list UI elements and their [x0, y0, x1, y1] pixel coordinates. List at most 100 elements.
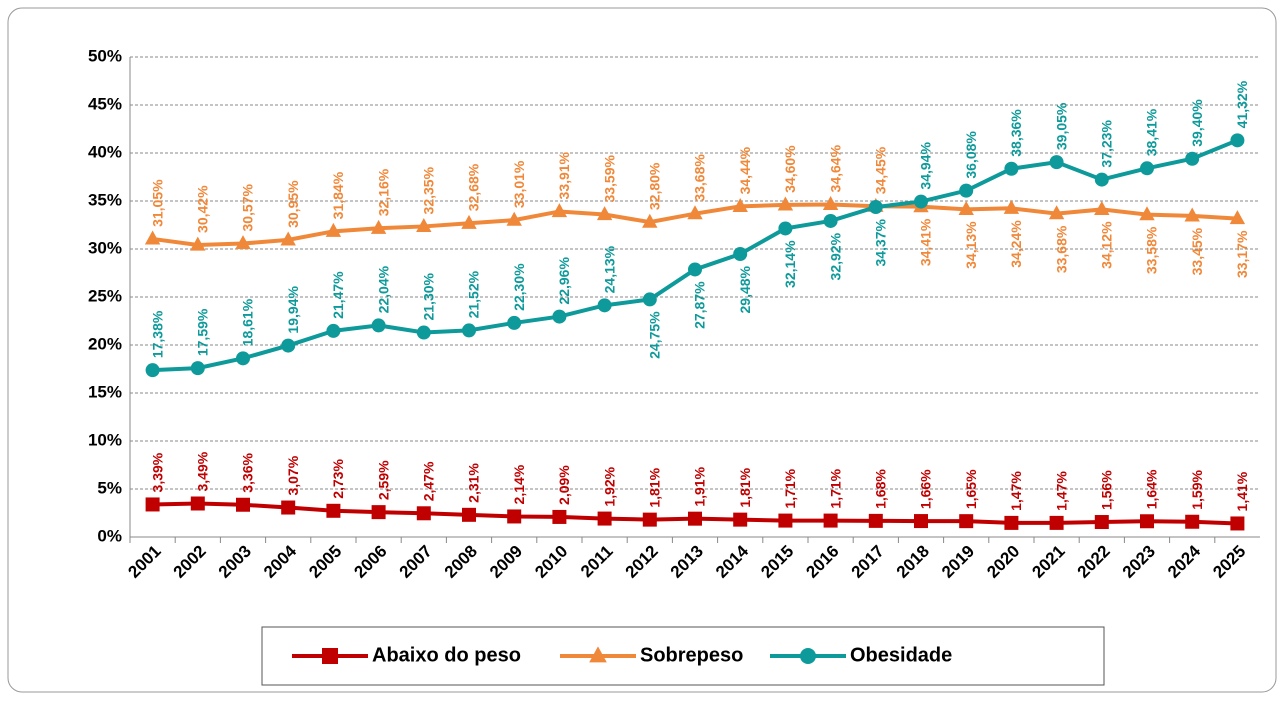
value-label: 2,73%: [330, 459, 346, 499]
value-label: 21,30%: [421, 272, 437, 320]
value-label: 32,68%: [466, 163, 482, 211]
legend-box: [261, 626, 1105, 686]
value-label: 29,48%: [737, 265, 753, 313]
point: [326, 503, 341, 518]
point: [462, 507, 476, 522]
point: [1229, 210, 1246, 225]
point: [687, 205, 703, 220]
point: [1004, 161, 1019, 176]
point: [190, 361, 205, 376]
point: [1184, 207, 1200, 222]
point: [461, 214, 477, 229]
point: [280, 231, 296, 246]
y-tick-label: 45%: [88, 94, 122, 113]
point: [1185, 514, 1200, 529]
value-label: 39,40%: [1189, 99, 1205, 147]
value-label: 32,80%: [647, 162, 663, 210]
value-label: 21,52%: [466, 270, 482, 318]
value-label: 32,35%: [421, 166, 437, 214]
point: [462, 323, 476, 338]
value-label: 33,91%: [556, 151, 572, 199]
point: [1049, 515, 1064, 530]
value-label: 38,41%: [1144, 108, 1160, 156]
value-label: 1,59%: [1189, 469, 1205, 509]
point: [959, 514, 974, 529]
value-label: 34,44%: [737, 146, 753, 194]
value-label: 41,32%: [1234, 80, 1250, 128]
point: [552, 509, 567, 524]
point: [507, 509, 522, 524]
point: [325, 222, 342, 237]
value-label: 30,42%: [195, 185, 211, 233]
y-tick-label: 35%: [88, 190, 122, 209]
point: [416, 506, 431, 521]
point: [822, 196, 839, 211]
point: [914, 194, 928, 209]
value-label: 1,71%: [827, 468, 843, 508]
value-label: 22,96%: [556, 257, 572, 305]
value-label: 34,41%: [918, 218, 934, 266]
value-label: 33,59%: [601, 155, 617, 203]
value-label: 32,92%: [827, 232, 843, 280]
y-tick-label: 30%: [88, 238, 122, 257]
point: [1230, 133, 1245, 148]
value-label: 2,47%: [421, 461, 437, 501]
value-label: 1,66%: [918, 469, 934, 509]
value-label: 1,81%: [737, 467, 753, 507]
value-label: 1,47%: [1008, 471, 1024, 511]
y-tick-label: 10%: [88, 430, 122, 449]
legend-label: Obesidade: [850, 644, 952, 666]
value-label: 34,60%: [782, 145, 798, 193]
point: [506, 211, 522, 226]
value-label: 3,39%: [149, 452, 165, 492]
y-tick-label: 25%: [88, 286, 122, 305]
value-label: 32,14%: [782, 240, 798, 288]
point: [959, 183, 974, 198]
value-label: 22,04%: [375, 265, 391, 313]
point: [733, 512, 748, 527]
point: [326, 323, 341, 338]
value-label: 31,84%: [330, 171, 346, 219]
value-label: 27,87%: [692, 281, 708, 329]
point: [642, 512, 657, 527]
point: [778, 221, 793, 236]
value-label: 2,09%: [556, 465, 572, 505]
value-label: 36,08%: [963, 131, 979, 179]
point: [596, 206, 613, 221]
point: [1004, 515, 1019, 530]
point: [281, 500, 296, 515]
value-label: 34,24%: [1008, 220, 1024, 268]
value-label: 3,07%: [285, 455, 301, 495]
point: [1003, 199, 1020, 214]
value-label: 31,05%: [149, 179, 165, 227]
point: [1139, 206, 1155, 221]
point: [914, 514, 928, 529]
point: [597, 511, 612, 526]
point: [823, 213, 838, 228]
value-label: 34,64%: [827, 144, 843, 192]
point: [371, 318, 386, 333]
point: [1094, 172, 1109, 187]
point: [777, 196, 794, 211]
point: [1185, 151, 1200, 166]
legend-label: Abaixo do peso: [372, 644, 521, 666]
y-tick-label: 20%: [88, 334, 122, 353]
point: [236, 497, 250, 512]
value-label: 1,91%: [692, 466, 708, 506]
point: [642, 292, 657, 307]
legend-label: Sobrepeso: [640, 644, 743, 666]
point: [1094, 515, 1109, 530]
point: [688, 511, 702, 526]
value-label: 21,47%: [330, 271, 346, 319]
point: [823, 513, 838, 528]
point: [868, 200, 883, 215]
y-tick-label: 50%: [88, 46, 122, 65]
value-label: 34,13%: [963, 221, 979, 269]
point: [416, 218, 432, 233]
value-label: 1,68%: [873, 469, 889, 509]
point: [236, 351, 250, 366]
point: [1230, 516, 1245, 531]
value-label: 30,95%: [285, 180, 301, 228]
value-label: 17,59%: [195, 308, 211, 356]
